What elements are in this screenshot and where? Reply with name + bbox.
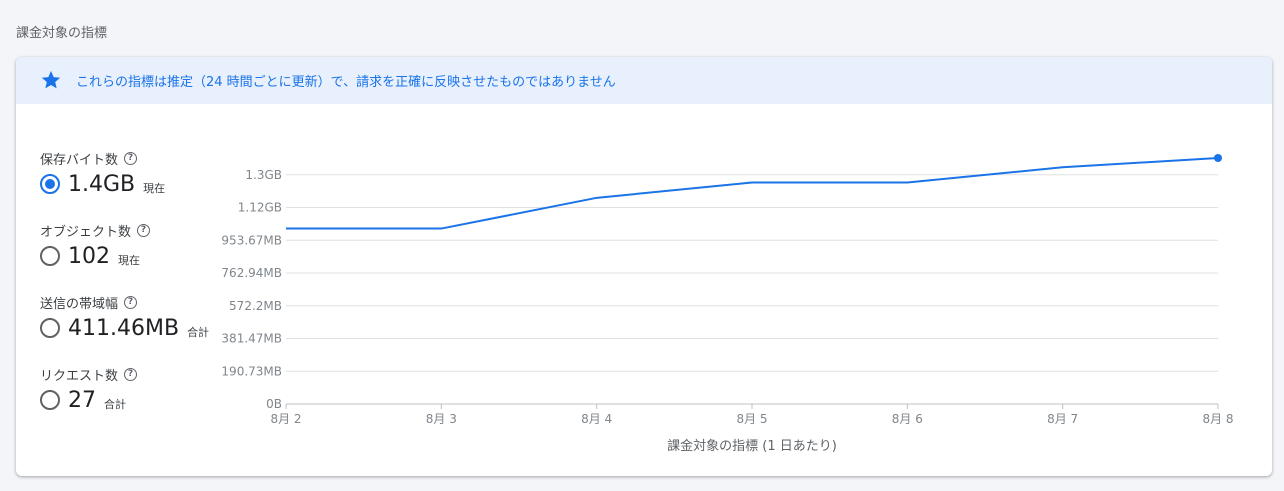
- y-tick-label: 1.12GB: [238, 201, 282, 215]
- metric-suffix: 合計: [187, 326, 210, 339]
- help-icon[interactable]: ?: [124, 367, 138, 381]
- metric-value: 1.4GB: [68, 171, 136, 197]
- metric-requests[interactable]: リクエスト数 ? 27 合計: [40, 365, 138, 414]
- info-banner: これらの指標は推定（24 時間ごとに更新）で、請求を正確に反映させたものではあり…: [16, 57, 1272, 104]
- line-chart: 0B 190.73MB 381.47MB 572.2MB 762.94MB 953.67M…: [216, 137, 1256, 461]
- metric-label-text: オブジェクト数: [40, 224, 132, 240]
- metric-objects[interactable]: オブジェクト数 ? 102 現在: [40, 221, 151, 270]
- y-tick-label: 572.2MB: [229, 299, 282, 313]
- x-tick-label: 8月 3: [426, 412, 457, 426]
- radio-button[interactable]: [40, 318, 60, 338]
- y-tick-label: 0B: [266, 397, 282, 411]
- x-tick-label: 8月 8: [1202, 412, 1233, 426]
- x-axis-title: 課金対象の指標 (1 日あたり): [667, 438, 837, 454]
- star-icon: [41, 70, 61, 89]
- metric-egress[interactable]: 送信の帯域幅 ? 411.46MB 合計: [40, 293, 209, 342]
- metric-value: 102: [68, 243, 110, 269]
- metric-value-row: 27 合計: [40, 386, 137, 414]
- metric-suffix: 合計: [104, 398, 126, 411]
- metric-label: 送信の帯域幅 ?: [40, 293, 209, 312]
- banner-text: これらの指標は推定（24 時間ごとに更新）で、請求を正確に反映させたものではあり…: [76, 75, 616, 90]
- y-tick-label: 953.67MB: [221, 233, 282, 247]
- series-line[interactable]: [286, 157, 1219, 230]
- y-tick-label: 190.73MB: [221, 364, 282, 378]
- help-icon[interactable]: ?: [137, 223, 151, 237]
- x-tick-label: 8月 5: [736, 412, 767, 426]
- metric-label-text: 送信の帯域幅: [40, 296, 119, 312]
- data-point[interactable]: [1214, 154, 1222, 162]
- metric-label: リクエスト数 ?: [40, 365, 138, 384]
- metric-label: 保存バイト数 ?: [40, 149, 165, 168]
- metric-label-text: 保存バイト数: [40, 152, 119, 168]
- x-tick-label: 8月 2: [270, 412, 301, 426]
- billing-metrics-card: これらの指標は推定（24 時間ごとに更新）で、請求を正確に反映させたものではあり…: [16, 57, 1272, 476]
- x-tick-label: 8月 4: [581, 412, 612, 426]
- metric-value: 411.46MB: [68, 315, 180, 341]
- metric-suffix: 現在: [118, 254, 140, 267]
- metric-value-row: 411.46MB 合計: [40, 314, 209, 342]
- chart-svg: 0B 190.73MB 381.47MB 572.2MB 762.94MB 953.67M…: [221, 154, 1234, 454]
- y-tick-label: 762.94MB: [221, 266, 282, 280]
- radio-button[interactable]: [40, 390, 60, 410]
- metric-suffix: 現在: [143, 182, 166, 195]
- metric-value-row: 1.4GB 現在: [40, 170, 165, 198]
- y-tick-label: 381.47MB: [221, 332, 282, 346]
- x-tick-label: 8月 6: [892, 412, 923, 426]
- metric-label: オブジェクト数 ?: [40, 221, 151, 240]
- metric-storage[interactable]: 保存バイト数 ? 1.4GB 現在: [40, 149, 165, 198]
- y-tick-label: 1.3GB: [245, 168, 282, 182]
- x-tick-label: 8月 7: [1047, 412, 1078, 426]
- metric-label-text: リクエスト数: [40, 368, 119, 384]
- section-title: 課金対象の指標: [16, 26, 108, 41]
- metric-value-row: 102 現在: [40, 242, 150, 270]
- help-icon[interactable]: ?: [124, 295, 138, 309]
- help-icon[interactable]: ?: [124, 151, 138, 165]
- radio-button[interactable]: [40, 174, 60, 194]
- metric-value: 27: [68, 387, 96, 413]
- radio-button[interactable]: [40, 246, 60, 266]
